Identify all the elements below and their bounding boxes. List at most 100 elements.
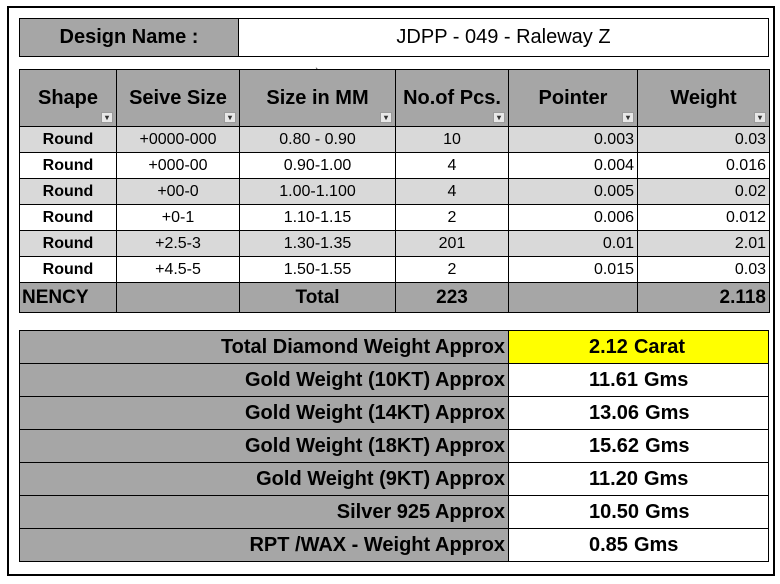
header-seive-size[interactable]: Seive Size ▾: [116, 69, 240, 127]
summary-label[interactable]: Silver 925 Approx: [19, 495, 509, 529]
cell-size-in-mm[interactable]: 0.80 - 0.90: [239, 126, 396, 153]
cell-no-of-pcs[interactable]: 4: [395, 178, 509, 205]
total-row: NENCY Total 223 2.118: [19, 282, 770, 313]
filter-dropdown-icon[interactable]: ▾: [380, 112, 392, 123]
summary-row: Gold Weight (14KT) Approx 13.06 Gms: [19, 396, 769, 430]
table-row: Round +000-00 0.90-1.00 4 0.004 0.016: [19, 152, 770, 179]
filter-dropdown-icon[interactable]: ▾: [622, 112, 634, 123]
cell-no-of-pcs[interactable]: 10: [395, 126, 509, 153]
cell-weight[interactable]: 2.01: [637, 230, 770, 257]
design-name-value[interactable]: JDPP - 049 - Raleway Z: [238, 18, 769, 57]
cell-pointer[interactable]: 0.01: [508, 230, 638, 257]
summary-row: Silver 925 Approx 10.50 Gms: [19, 495, 769, 529]
cell-seive-size[interactable]: +0000-000: [116, 126, 240, 153]
weight-summary-table: Total Diamond Weight Approx 2.12 Carat Go…: [19, 330, 769, 562]
header-weight[interactable]: Weight ▾: [637, 69, 770, 127]
cell-shape[interactable]: Round: [19, 152, 117, 179]
cell-weight[interactable]: 0.03: [637, 256, 770, 283]
cell-shape[interactable]: Round: [19, 178, 117, 205]
design-name-table: Design Name : JDPP - 049 - Raleway Z: [19, 18, 769, 57]
cell-shape[interactable]: Round: [19, 256, 117, 283]
table-row: Round +2.5-3 1.30-1.35 201 0.01 2.01: [19, 230, 770, 257]
summary-value[interactable]: 2.12 Carat: [508, 330, 769, 364]
cell-pointer[interactable]: 0.015: [508, 256, 638, 283]
filter-dropdown-icon[interactable]: ▾: [754, 112, 766, 123]
cell-weight[interactable]: 0.012: [637, 204, 770, 231]
cell-pointer[interactable]: 0.003: [508, 126, 638, 153]
total-label-cell[interactable]: Total: [239, 282, 396, 313]
summary-number: 13.06: [589, 401, 640, 424]
cell-no-of-pcs[interactable]: 2: [395, 256, 509, 283]
header-pointer-label: Pointer: [538, 86, 608, 109]
summary-row: Gold Weight (10KT) Approx 11.61 Gms: [19, 363, 769, 397]
total-empty-cell[interactable]: [508, 282, 638, 313]
total-name-cell[interactable]: NENCY: [19, 282, 117, 313]
cell-seive-size[interactable]: +0-1: [116, 204, 240, 231]
design-name-label[interactable]: Design Name :: [19, 18, 239, 57]
header-seive-size-label: Seive Size: [129, 86, 227, 109]
summary-value[interactable]: 0.85 Gms: [508, 528, 769, 562]
cell-size-in-mm[interactable]: 0.90-1.00: [239, 152, 396, 179]
summary-value[interactable]: 15.62 Gms: [508, 429, 769, 463]
summary-label[interactable]: Total Diamond Weight Approx: [19, 330, 509, 364]
summary-number: 11.20: [589, 467, 638, 490]
cell-no-of-pcs[interactable]: 201: [395, 230, 509, 257]
summary-row: Total Diamond Weight Approx 2.12 Carat: [19, 330, 769, 364]
summary-value[interactable]: 11.61 Gms: [508, 363, 769, 397]
table-row: Round +4.5-5 1.50-1.55 2 0.015 0.03: [19, 256, 770, 283]
summary-unit: Gms: [645, 434, 690, 457]
summary-number: 10.50: [589, 500, 640, 523]
cell-no-of-pcs[interactable]: 4: [395, 152, 509, 179]
header-size-in-mm-label: Size in MM: [266, 86, 369, 109]
summary-unit: Gms: [643, 467, 689, 490]
summary-number: 2.12: [589, 335, 628, 358]
summary-label[interactable]: Gold Weight (9KT) Approx: [19, 462, 509, 496]
table-row: Round +0000-000 0.80 - 0.90 10 0.003 0.0…: [19, 126, 770, 153]
cell-pointer[interactable]: 0.004: [508, 152, 638, 179]
filter-active-icon[interactable]: ▾: [493, 112, 505, 123]
filter-dropdown-icon[interactable]: ▾: [224, 112, 236, 123]
summary-number: 15.62: [589, 434, 640, 457]
cell-weight[interactable]: 0.02: [637, 178, 770, 205]
header-shape-label: Shape: [37, 86, 99, 109]
header-weight-label: Weight: [670, 86, 737, 109]
summary-unit: Gms: [633, 533, 679, 556]
header-no-of-pcs[interactable]: No.of Pcs. ▾: [395, 69, 509, 127]
header-pointer[interactable]: Pointer ▾: [508, 69, 638, 127]
cell-pointer[interactable]: 0.005: [508, 178, 638, 205]
cell-size-in-mm[interactable]: 1.50-1.55: [239, 256, 396, 283]
cell-no-of-pcs[interactable]: 2: [395, 204, 509, 231]
filter-dropdown-icon[interactable]: ▾: [101, 112, 113, 123]
stone-details-table: Shape ▾ Seive Size ▾ Size in MM ▾ No.of …: [19, 69, 770, 313]
cell-size-in-mm[interactable]: 1.30-1.35: [239, 230, 396, 257]
summary-label[interactable]: Gold Weight (14KT) Approx: [19, 396, 509, 430]
header-shape[interactable]: Shape ▾: [19, 69, 117, 127]
summary-value[interactable]: 13.06 Gms: [508, 396, 769, 430]
cell-shape[interactable]: Round: [19, 230, 117, 257]
summary-number: 11.61: [589, 368, 638, 391]
cell-weight[interactable]: 0.03: [637, 126, 770, 153]
cell-weight[interactable]: 0.016: [637, 152, 770, 179]
summary-value[interactable]: 10.50 Gms: [508, 495, 769, 529]
summary-value[interactable]: 11.20 Gms: [508, 462, 769, 496]
cell-seive-size[interactable]: +2.5-3: [116, 230, 240, 257]
table-row: Round +0-1 1.10-1.15 2 0.006 0.012: [19, 204, 770, 231]
summary-label[interactable]: Gold Weight (18KT) Approx: [19, 429, 509, 463]
summary-unit: Gms: [645, 500, 690, 523]
total-empty-cell[interactable]: [116, 282, 240, 313]
cell-shape[interactable]: Round: [19, 126, 117, 153]
header-size-in-mm[interactable]: Size in MM ▾: [239, 69, 396, 127]
summary-label[interactable]: Gold Weight (10KT) Approx: [19, 363, 509, 397]
total-weight-cell[interactable]: 2.118: [637, 282, 770, 313]
stray-mark: ˎ: [315, 56, 319, 70]
cell-seive-size[interactable]: +000-00: [116, 152, 240, 179]
summary-number: 0.85: [589, 533, 628, 556]
cell-shape[interactable]: Round: [19, 204, 117, 231]
cell-pointer[interactable]: 0.006: [508, 204, 638, 231]
cell-seive-size[interactable]: +4.5-5: [116, 256, 240, 283]
cell-seive-size[interactable]: +00-0: [116, 178, 240, 205]
summary-label[interactable]: RPT /WAX - Weight Approx: [19, 528, 509, 562]
total-pcs-cell[interactable]: 223: [395, 282, 509, 313]
cell-size-in-mm[interactable]: 1.00-1.100: [239, 178, 396, 205]
cell-size-in-mm[interactable]: 1.10-1.15: [239, 204, 396, 231]
